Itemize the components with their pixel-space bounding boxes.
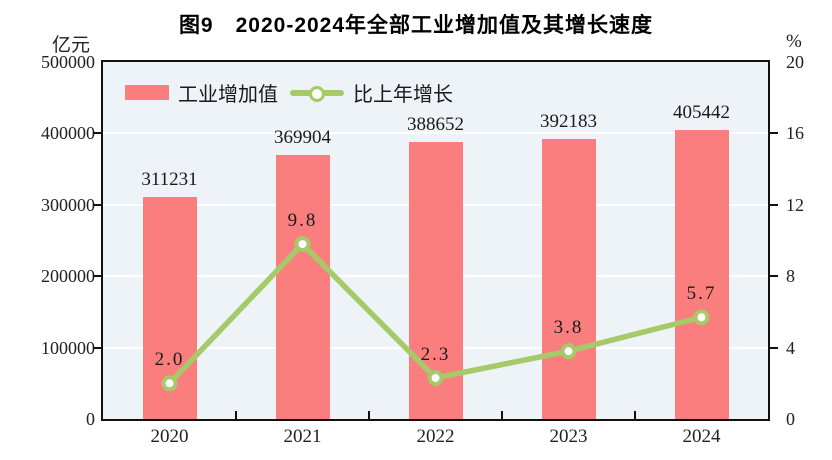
bar-value-label: 311231 xyxy=(141,168,198,190)
bar-series-swatch-icon xyxy=(125,85,169,100)
y-axis-tick-label-right: 0 xyxy=(786,409,795,429)
legend-label-line-series: 比上年增长 xyxy=(353,84,453,106)
y-axis-tick-label-right: 8 xyxy=(786,266,795,287)
x-axis-tick-mark xyxy=(368,411,370,419)
line-series-marker-icon xyxy=(290,85,344,102)
x-axis-label: 2022 xyxy=(416,426,455,447)
left-axis-unit-label: 亿元 xyxy=(51,35,90,56)
legend-item-industrial-value: 工业增加值 xyxy=(125,78,278,107)
line-marker-icon xyxy=(294,236,311,253)
y-axis-tick-label-left: 500000 xyxy=(41,52,95,72)
gridline xyxy=(103,132,768,135)
right-axis-tick-mark xyxy=(770,203,778,206)
legend-item-growth-rate: 比上年增长 xyxy=(290,78,453,107)
bar-value-label: 405442 xyxy=(673,101,730,123)
y-axis-tick-label-left: 300000 xyxy=(41,194,95,215)
right-axis-tick-mark xyxy=(770,132,778,135)
bar xyxy=(541,138,596,419)
y-axis-tick-label-right: 4 xyxy=(786,337,795,358)
y-axis-tick-label-left: 100000 xyxy=(41,337,95,358)
chart-title: 图9 2020-2024年全部工业增加值及其增长速度 xyxy=(178,14,654,37)
left-axis-tick-mark xyxy=(93,132,101,135)
bar xyxy=(275,154,330,419)
line-marker-icon xyxy=(693,309,710,326)
right-axis-unit-label: % xyxy=(786,31,802,52)
x-axis-label: 2021 xyxy=(283,426,322,447)
legend: 工业增加值 比上年增长 xyxy=(125,78,453,107)
right-axis-tick-mark xyxy=(770,346,778,349)
line-point-label: 9.8 xyxy=(287,210,318,232)
y-axis-tick-label-right: 16 xyxy=(786,123,804,144)
y-axis-tick-label-left: 0 xyxy=(86,409,95,429)
plot-area: 工业增加值 比上年增长 311231 369904 388652 392183 4054… xyxy=(101,60,770,421)
y-axis-tick-label-right: 12 xyxy=(786,194,804,215)
y-axis-tick-label-left: 400000 xyxy=(41,123,95,144)
line-point-label: 2.0 xyxy=(154,349,185,371)
x-axis-label: 2024 xyxy=(682,426,721,447)
bar-value-label: 392183 xyxy=(540,110,597,132)
line-point-label: 3.8 xyxy=(553,317,584,339)
x-axis-label: 2020 xyxy=(150,426,189,447)
x-axis-tick-mark xyxy=(235,411,237,419)
left-axis-tick-mark xyxy=(93,346,101,349)
x-axis-tick-mark xyxy=(501,411,503,419)
left-axis-tick-mark xyxy=(93,203,101,206)
bar-value-label: 369904 xyxy=(274,126,331,148)
line-point-label: 2.3 xyxy=(420,343,451,365)
right-axis-tick-mark xyxy=(770,275,778,278)
line-marker-icon xyxy=(560,343,577,360)
line-point-label: 5.7 xyxy=(686,283,717,305)
y-axis-tick-label-right: 20 xyxy=(786,52,804,72)
x-axis-tick-mark xyxy=(634,411,636,419)
legend-label-bar-series: 工业增加值 xyxy=(178,84,278,106)
bar-value-label: 388652 xyxy=(407,113,464,135)
left-axis-tick-mark xyxy=(93,275,101,278)
x-axis-label: 2023 xyxy=(549,426,588,447)
y-axis-tick-label-left: 200000 xyxy=(41,266,95,287)
line-marker-icon xyxy=(427,369,444,386)
line-marker-icon xyxy=(161,375,178,392)
bar xyxy=(674,129,729,419)
growth-line-svg xyxy=(161,236,710,392)
